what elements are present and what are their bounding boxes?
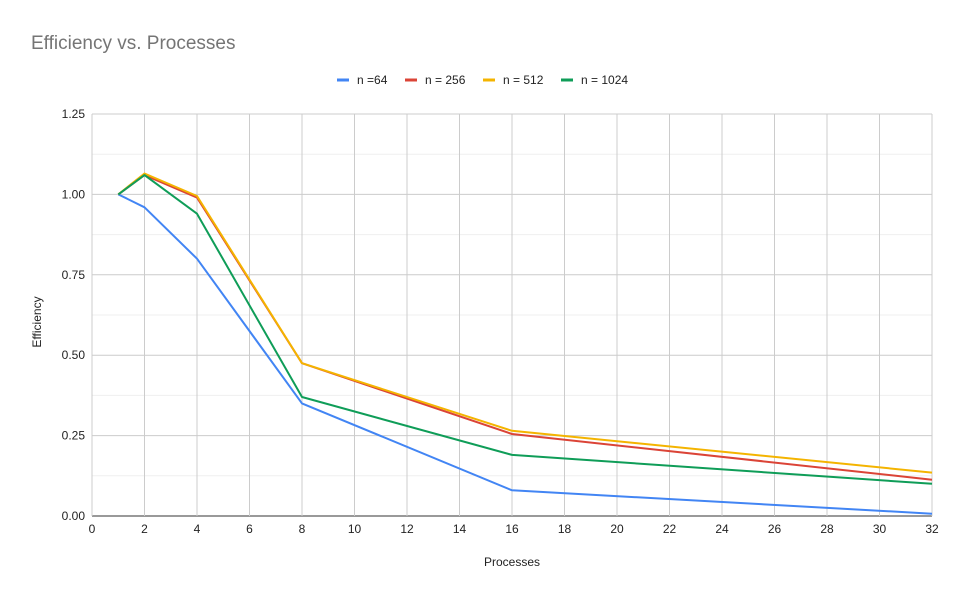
grid bbox=[91, 113, 933, 517]
series-lines bbox=[117, 172, 933, 515]
series-line-n256 bbox=[117, 174, 933, 481]
legend-entry-label: n = 1024 bbox=[581, 73, 628, 87]
x-tick-label: 10 bbox=[348, 522, 362, 536]
x-tick-label: 28 bbox=[820, 522, 834, 536]
y-tick-label: 0.25 bbox=[62, 429, 86, 443]
series-line-n64 bbox=[117, 193, 933, 515]
x-tick-label: 16 bbox=[505, 522, 519, 536]
y-tick-label: 1.00 bbox=[62, 187, 86, 201]
y-axis-ticks: 0.00 0.25 0.50 0.75 1.00 1.25 bbox=[62, 107, 86, 523]
y-axis-label: Efficiency bbox=[30, 296, 44, 347]
legend-entry-label: n = 256 bbox=[425, 73, 466, 87]
x-tick-label: 4 bbox=[194, 522, 201, 536]
x-tick-label: 18 bbox=[558, 522, 572, 536]
x-tick-label: 32 bbox=[925, 522, 939, 536]
x-tick-label: 14 bbox=[453, 522, 467, 536]
y-tick-label: 0.00 bbox=[62, 509, 86, 523]
y-tick-label: 0.75 bbox=[62, 268, 86, 282]
x-tick-label: 2 bbox=[141, 522, 148, 536]
x-tick-label: 30 bbox=[873, 522, 887, 536]
x-axis-label: Processes bbox=[484, 555, 540, 569]
x-tick-label: 22 bbox=[663, 522, 677, 536]
x-tick-label: 8 bbox=[299, 522, 306, 536]
x-tick-label: 0 bbox=[89, 522, 96, 536]
legend: n =64 n = 256 n = 512 n = 1024 bbox=[337, 73, 628, 87]
y-tick-label: 1.25 bbox=[62, 107, 86, 121]
legend-entry-label: n = 512 bbox=[503, 73, 544, 87]
y-tick-label: 0.50 bbox=[62, 348, 86, 362]
legend-entry-label: n =64 bbox=[357, 73, 388, 87]
series-line-n1024 bbox=[117, 174, 933, 485]
x-tick-label: 24 bbox=[715, 522, 729, 536]
series-line-n512 bbox=[117, 172, 933, 474]
x-tick-label: 6 bbox=[246, 522, 253, 536]
x-tick-label: 20 bbox=[610, 522, 624, 536]
chart-title: Efficiency vs. Processes bbox=[31, 33, 236, 54]
x-tick-label: 26 bbox=[768, 522, 782, 536]
x-tick-label: 12 bbox=[400, 522, 414, 536]
x-axis-ticks: 0 2 4 6 8 10 12 14 16 18 20 22 24 26 28 30 32 bbox=[89, 522, 939, 536]
